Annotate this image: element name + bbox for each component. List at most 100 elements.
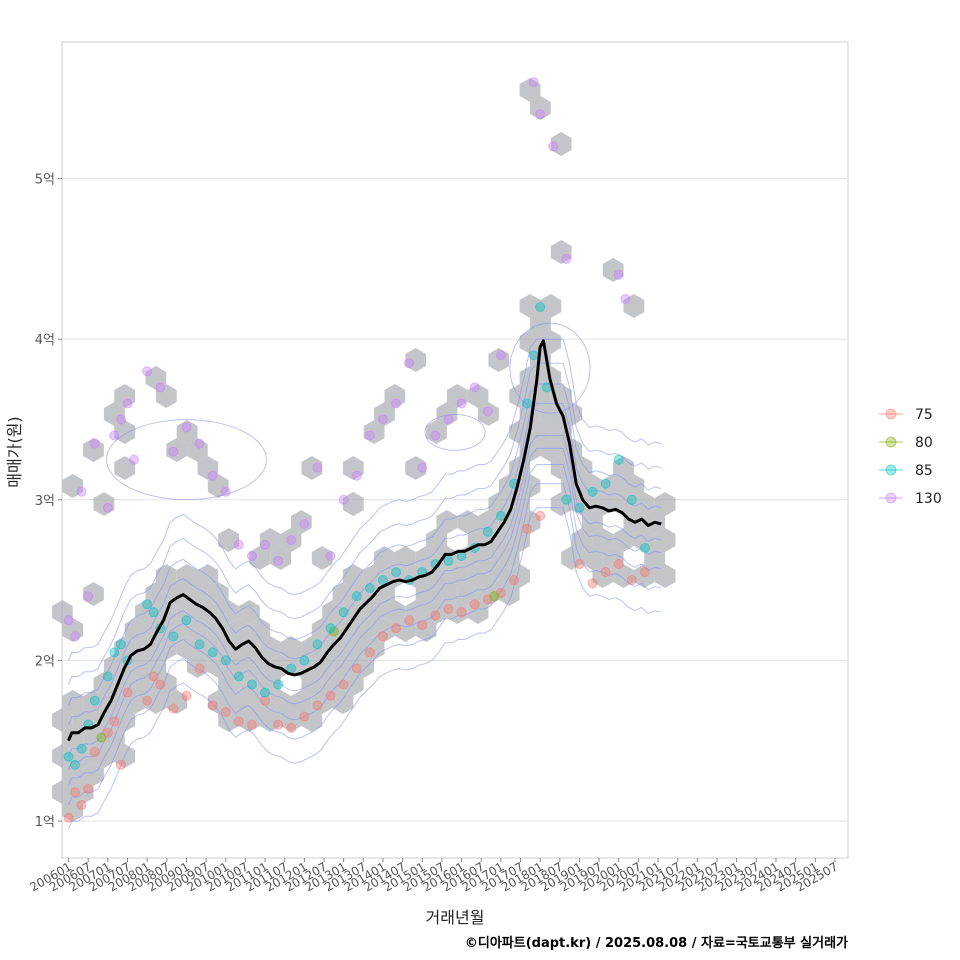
point-75 bbox=[364, 647, 375, 658]
density-contour bbox=[68, 402, 662, 725]
density-contour bbox=[68, 338, 662, 661]
point-75 bbox=[83, 783, 94, 794]
point-130 bbox=[417, 462, 428, 473]
x-axis: 2006012006072007012007072008012008072009… bbox=[27, 858, 840, 895]
point-75 bbox=[286, 722, 297, 733]
hexbin-cell bbox=[239, 672, 260, 696]
hexbin-cell bbox=[467, 564, 489, 588]
point-75 bbox=[122, 687, 133, 698]
hexbin-cell bbox=[93, 672, 115, 696]
y-tick-label: 1억 bbox=[35, 815, 55, 830]
hexbin-cell bbox=[72, 708, 94, 732]
hexbin-cell bbox=[197, 636, 219, 660]
point-130 bbox=[129, 454, 140, 465]
hexbin-cell bbox=[488, 348, 510, 372]
point-130 bbox=[364, 430, 375, 441]
point-85 bbox=[613, 454, 624, 465]
hexbin-cell bbox=[311, 654, 333, 678]
source-caption: ©디아파트(dapt.kr) / 2025.08.08 / 자료=국토교통부 실… bbox=[465, 935, 848, 951]
hexbin-cell bbox=[654, 528, 676, 552]
hexbin-cell bbox=[155, 384, 177, 408]
point-75 bbox=[626, 575, 637, 586]
point-130 bbox=[286, 534, 297, 545]
point-75 bbox=[312, 700, 323, 711]
hexbin-cell bbox=[239, 600, 260, 624]
trend-line bbox=[67, 339, 662, 742]
point-130 bbox=[83, 591, 94, 602]
point-75 bbox=[574, 559, 585, 570]
hexbin-cell bbox=[374, 402, 395, 426]
point-130 bbox=[469, 382, 480, 393]
point-75 bbox=[233, 716, 244, 727]
hexbin-cell bbox=[218, 528, 239, 552]
point-75 bbox=[168, 703, 179, 714]
hexbin-cell bbox=[311, 690, 333, 714]
legend-key-75 bbox=[885, 408, 897, 420]
point-130 bbox=[325, 551, 336, 562]
y-axis: 1억 2억 3억 4억 5억 bbox=[35, 173, 62, 830]
hexbin-cell bbox=[93, 492, 115, 516]
hexbin-cell bbox=[332, 582, 354, 606]
point-75 bbox=[535, 510, 546, 521]
legend-label-80: 80 bbox=[915, 435, 933, 451]
points-layer bbox=[63, 77, 650, 823]
point-130 bbox=[273, 555, 284, 566]
hexbin-cell bbox=[62, 690, 84, 714]
hexbin-cell bbox=[519, 78, 541, 102]
point-75 bbox=[102, 727, 113, 738]
hexbin-cell bbox=[436, 402, 458, 426]
point-130 bbox=[351, 470, 362, 481]
point-130 bbox=[76, 486, 87, 497]
point-75 bbox=[456, 607, 467, 618]
legend-label-130: 130 bbox=[915, 491, 942, 507]
hexbin-cell bbox=[124, 618, 146, 642]
hexbin-cell bbox=[52, 744, 73, 768]
hexbin-cell bbox=[218, 672, 239, 696]
point-85 bbox=[63, 751, 74, 762]
hexbin-cell bbox=[582, 510, 603, 534]
hexbin-cell bbox=[467, 600, 489, 624]
hexbin-cell bbox=[582, 474, 603, 498]
point-130 bbox=[443, 414, 454, 425]
hexbin-cell bbox=[363, 420, 385, 444]
density-contour bbox=[68, 464, 662, 786]
hexbin-cell bbox=[114, 384, 136, 408]
hexbin-cell bbox=[301, 708, 323, 732]
y-tick-label: 3억 bbox=[35, 494, 55, 509]
density-contour bbox=[424, 413, 486, 451]
point-85 bbox=[495, 510, 506, 521]
hexbin-cell bbox=[561, 546, 582, 570]
point-75 bbox=[508, 575, 519, 586]
point-85 bbox=[312, 639, 323, 650]
hexbin-cell bbox=[83, 438, 104, 462]
point-75 bbox=[351, 663, 362, 674]
point-85 bbox=[89, 695, 100, 706]
point-75 bbox=[522, 523, 533, 534]
point-130 bbox=[63, 615, 74, 626]
point-75 bbox=[338, 679, 349, 690]
density-contour bbox=[68, 483, 662, 806]
hexbin-cell bbox=[52, 708, 73, 732]
point-130 bbox=[391, 398, 402, 409]
y-tick-label: 5억 bbox=[35, 173, 55, 188]
point-85 bbox=[260, 687, 271, 698]
hexbin-cell bbox=[218, 600, 239, 624]
point-130 bbox=[482, 406, 493, 417]
point-85 bbox=[168, 631, 179, 642]
hexbin-cell bbox=[176, 564, 198, 588]
hexbin-cell bbox=[519, 330, 541, 354]
hexbin-cell bbox=[259, 528, 281, 552]
hexbin-cell bbox=[405, 600, 427, 624]
hexbin-cell bbox=[405, 456, 427, 480]
hexbin-cell bbox=[218, 636, 239, 660]
legend-key-85 bbox=[885, 464, 897, 476]
hexbin-cell bbox=[342, 600, 364, 624]
point-130 bbox=[233, 539, 244, 550]
point-75 bbox=[220, 706, 231, 717]
point-130 bbox=[338, 494, 349, 505]
hexbin-cell bbox=[311, 546, 333, 570]
point-85 bbox=[273, 679, 284, 690]
point-75 bbox=[273, 719, 284, 730]
point-130 bbox=[109, 430, 120, 441]
point-130 bbox=[89, 438, 100, 449]
